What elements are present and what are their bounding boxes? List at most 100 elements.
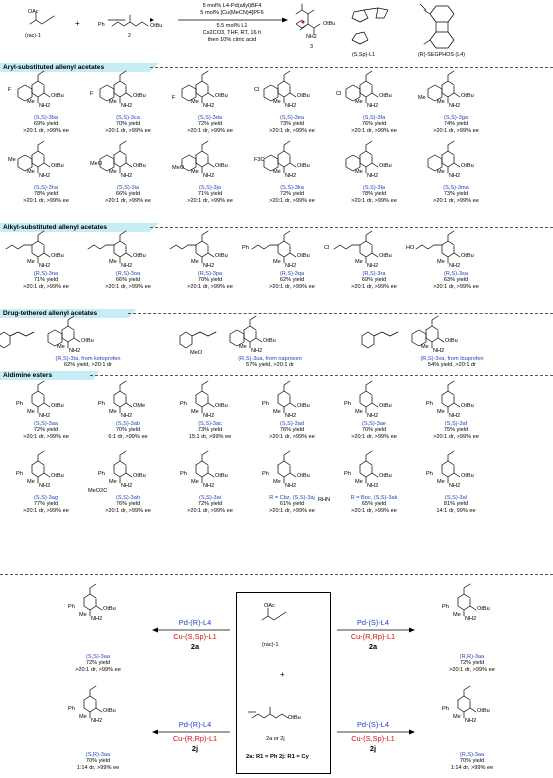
bottom-br-me: Me xyxy=(453,714,461,720)
ald-r1-6-me: Me xyxy=(437,409,445,415)
alkyl-6-caption-sel: >20:1 dr, >99% ee xyxy=(433,283,479,290)
bottom-tr-core xyxy=(457,597,477,617)
ald-r2-3-caption-yield: 72% yield xyxy=(197,501,223,508)
divider-bottom xyxy=(0,574,553,575)
ald-r2-4-nh2: NH2 xyxy=(285,483,297,489)
bottom-bl-nh2: NH2 xyxy=(91,718,103,724)
bl-cat2: Cu-(R,Rp)-L1 xyxy=(172,734,218,743)
ald-r1-5-ph: Ph xyxy=(344,401,351,407)
ald-r1-6-allyl xyxy=(441,380,455,396)
bottom-tr-me: Me xyxy=(453,612,461,618)
aryl-8-allyl xyxy=(113,140,127,156)
ald-r1-6-caption: (S,S)-3af 75% yield >20:1 dr, >99% ee xyxy=(411,421,501,440)
aryl-9-allyl xyxy=(195,140,209,156)
br-sel: 1:14 dr, >99% ee xyxy=(450,764,494,771)
ald-r2-3-core xyxy=(195,464,215,484)
alkyl-5-ester: OtBu xyxy=(379,253,392,259)
ald-r1-2-core xyxy=(113,394,133,414)
ald-r2-1-caption: (S,S)-3ag 77% yield >20:1 dr, >99% ee xyxy=(1,495,91,514)
ald-r2-4-allyl xyxy=(277,450,291,466)
alkyl-3-nh2: NH2 xyxy=(203,263,215,269)
aryl-5-allyl xyxy=(359,70,373,86)
alkyl-5-caption-id: (R,S)-3ra xyxy=(362,271,386,277)
ald-r2-6-me: Me xyxy=(437,479,445,485)
alkyl-1-nh2: NH2 xyxy=(39,263,51,269)
alkyl-4-subst: Ph xyxy=(242,245,249,251)
ald-r1-2-allyl xyxy=(113,380,127,396)
ald-r2-6-caption-sel: 14:1 dr, 99% ee xyxy=(436,507,476,514)
aryl-1-me: Me xyxy=(27,99,35,105)
bl-sub: 2j xyxy=(191,744,199,753)
ald-r1-2-nh2: NH2 xyxy=(121,413,133,419)
ald-r2-5-caption-id: R = Boc, (S,S)-3ak xyxy=(350,495,398,501)
aryl-4-nh2: NH2 xyxy=(285,103,297,109)
bottom-bl-ester: OtBu xyxy=(103,708,116,714)
alkyl-5-chain xyxy=(333,244,361,250)
alkyl-4-me: Me xyxy=(273,259,281,265)
aryl-3-ring xyxy=(181,84,197,102)
ald-r2-3-caption-sel: >20:1 dr, >99% ee xyxy=(187,507,233,514)
alkyl-6-core xyxy=(441,244,461,264)
aryl-10-ester: OtBu xyxy=(297,163,310,169)
drug-1-ester: OtBu xyxy=(81,338,94,344)
aryl-3-allyl xyxy=(195,70,209,86)
drug-3-drug xyxy=(361,331,399,349)
aryl-3-caption-sel: >20:1 dr, >99% ee xyxy=(187,127,233,134)
aryl-2-allyl xyxy=(113,70,127,86)
racemate-label: (rac)-1 xyxy=(25,33,41,39)
aryl-7-ring xyxy=(17,154,33,172)
alkyl-4-caption: (R,S)-3qa 62% yield >20:1 dr, >99% ee xyxy=(247,271,337,290)
ald-r2-3-caption-id: (S,S)-3ai xyxy=(198,495,222,501)
aryl-9-core xyxy=(195,154,215,174)
ald-r2-3-me: Me xyxy=(191,479,199,485)
ald-r1-2-caption-yield: 70% yield xyxy=(115,427,141,434)
center-rac-label: (rac)-1 xyxy=(262,642,279,648)
ald-r1-3-core xyxy=(195,394,215,414)
ald-r2-1-core xyxy=(31,464,51,484)
alkyl-2-me: Me xyxy=(109,259,117,265)
aryl-7-caption-id: (S,S)-3ha xyxy=(34,185,58,191)
alkyl-6-subst: HO xyxy=(406,245,415,251)
section-alkyl: Alkyl-substituted allenyl acetates xyxy=(0,223,159,232)
ald-r1-5-me: Me xyxy=(355,409,363,415)
alkyl-4-allyl xyxy=(277,230,291,246)
reagent2-label: 2 xyxy=(128,33,131,39)
ald-r2-4-caption-id: R = Cbz, (S,S)-3aj xyxy=(269,495,315,501)
ald-r1-6-core xyxy=(441,394,461,414)
ald-r2-5-caption-yield: 65% yield xyxy=(361,501,387,508)
alkyl-5-nh2: NH2 xyxy=(367,263,379,269)
alkyl-2-ester: OtBu xyxy=(133,253,146,259)
alkyl-5-caption: (R,S)-3ra 69% yield >20:1 dr, >99% ee xyxy=(329,271,419,290)
bottom-br-allyl xyxy=(457,685,471,701)
ald-r1-2-ph: Ph xyxy=(98,401,105,407)
aryl-11-allyl xyxy=(359,140,373,156)
ald-r1-3-ph: Ph xyxy=(180,401,187,407)
condition-workup: then 10% citric acid xyxy=(207,36,257,43)
aryl-5-caption: (S,S)-3fa 76% yield >20:1 dr, >99% ee xyxy=(329,115,419,134)
aryl-2-nh2: NH2 xyxy=(121,103,133,109)
tl-yield: 72% yield xyxy=(85,660,111,667)
aryl-7-ester: OtBu xyxy=(51,163,64,169)
ald-r1-4-caption-sel: >20:1 dr, >99% ee xyxy=(269,433,315,440)
ald-r1-3-allyl xyxy=(195,380,209,396)
bottom-tl-ph: Ph xyxy=(68,604,75,610)
drug-2-core xyxy=(243,329,263,349)
bottom-tl-ester: OtBu xyxy=(103,606,116,612)
ald-r1-6-caption-id: (S,S)-3af xyxy=(444,421,468,427)
alkyl-3-allyl xyxy=(195,230,209,246)
aryl-2-caption-id: (S,S)-3ca xyxy=(116,115,140,121)
aryl-3-caption-id: (S,S)-3da xyxy=(198,115,222,121)
alkyl-1-chain xyxy=(5,244,33,250)
aryl-5-caption-sel: >20:1 dr, >99% ee xyxy=(351,127,397,134)
drug-2-allyl xyxy=(243,315,257,331)
ald-r1-3-caption-sel: 15:1 dr, >99% ee xyxy=(188,433,232,440)
alkyl-4-ester: OtBu xyxy=(297,253,310,259)
drug-2-caption-id: (R,S)-3ua, from naproxen xyxy=(238,356,302,362)
ald-r1-4-caption: (S,S)-3ad 76% yield >20:1 dr, >99% ee xyxy=(247,421,337,440)
ald-r1-1-core xyxy=(31,394,51,414)
drug-1-nh2: NH2 xyxy=(69,348,81,354)
aryl-9-subst: MeO xyxy=(172,165,185,171)
ald-r2-5-ester: OtBu xyxy=(379,473,392,479)
